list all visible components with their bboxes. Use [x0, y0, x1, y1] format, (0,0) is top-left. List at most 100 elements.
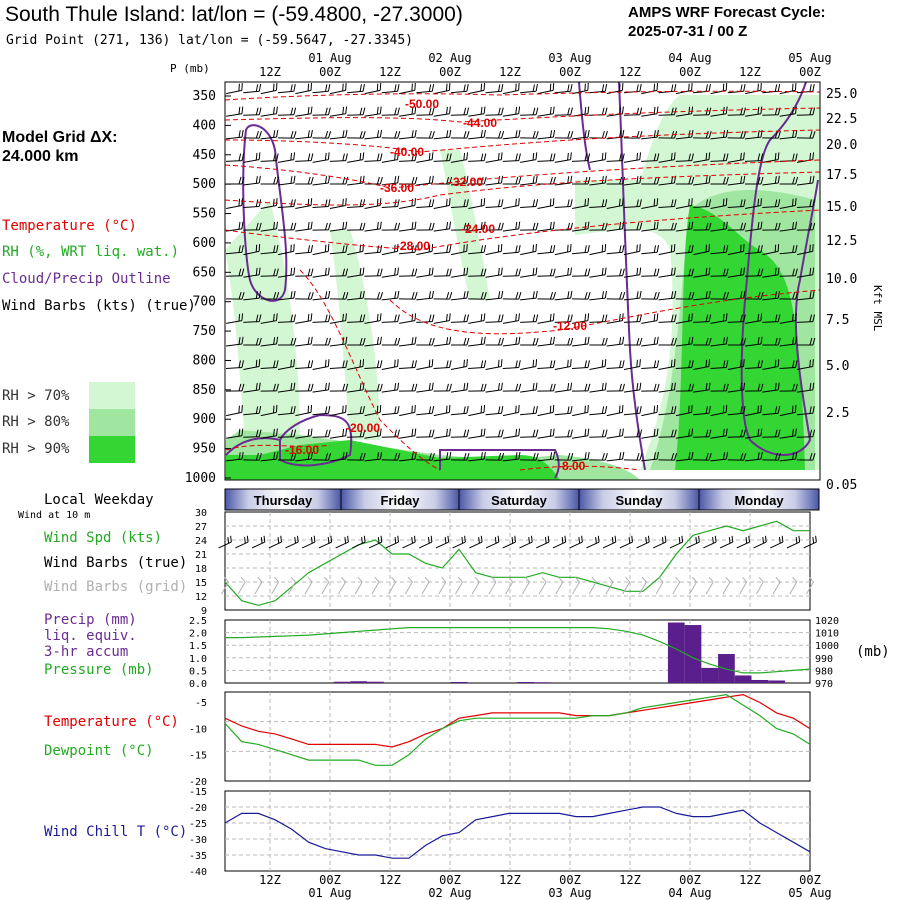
wind-barb [554, 130, 574, 139]
wind-barb [277, 222, 297, 231]
barb-flag [743, 429, 746, 437]
barb-staff [329, 113, 346, 117]
barb-flag [466, 84, 469, 92]
barb-flag [414, 336, 417, 345]
barb-flag [587, 336, 590, 345]
wind-barb [571, 360, 590, 370]
barb-flag [518, 83, 520, 91]
barb-flag [397, 382, 400, 390]
wind-barb [295, 153, 314, 162]
precip-ytick: 1.5 [189, 641, 207, 652]
barb-flag [777, 267, 780, 275]
barb-flag [552, 221, 555, 229]
barb-flag [414, 176, 418, 185]
barb-flag [535, 267, 538, 275]
barb-flag [792, 222, 795, 230]
barb-staff [271, 581, 280, 595]
barb-flag [466, 222, 470, 230]
hour-label-top: 12Z [619, 65, 641, 79]
surface-barb-grid [521, 576, 530, 595]
barb-flag [376, 153, 380, 161]
barb-staff [329, 435, 346, 439]
barb-flag [812, 152, 815, 160]
barb-flag [656, 176, 660, 185]
barb-staff [502, 160, 519, 162]
barb-flag [656, 313, 659, 321]
barb-flag [567, 383, 570, 391]
pressure-tick: 700 [193, 295, 216, 310]
precip-bar [350, 681, 368, 683]
barb-staff [226, 204, 242, 210]
wind-barb [520, 359, 538, 371]
wind-barb [606, 221, 625, 232]
barb-flag [695, 536, 698, 544]
wind-barb [641, 360, 660, 370]
wind-barb [693, 175, 711, 186]
barb-staff [364, 204, 381, 210]
barb-flag [380, 535, 383, 543]
barb-staff [502, 136, 519, 140]
barb-flag [705, 429, 709, 437]
barb-flag [345, 313, 347, 321]
barb-flag [812, 536, 815, 544]
barb-flag [480, 337, 483, 345]
barb-flag [567, 406, 570, 414]
wind-barb [520, 337, 539, 346]
barb-flag [743, 337, 747, 346]
barb-flag [673, 152, 676, 160]
wind-barb [225, 451, 244, 462]
temp-contour-label: -16.00 [285, 443, 319, 457]
wind-barb [485, 222, 504, 231]
pressure-unit-label: (mb) [856, 644, 890, 660]
barb-staff [554, 297, 571, 301]
barb-flag [673, 382, 676, 390]
barb-flag [394, 406, 397, 414]
barb-flag [570, 359, 572, 367]
temp-contour-label: -8.00 [558, 459, 586, 473]
barb-flag [792, 268, 795, 276]
barb-staff [488, 581, 497, 595]
wind-barb [762, 152, 780, 163]
barb-flag [359, 84, 362, 92]
barb-flag [653, 405, 656, 413]
barb-flag [344, 536, 347, 544]
legend-rh90: RH > 90% [2, 441, 70, 457]
barb-flag [414, 313, 417, 321]
barb-staff [398, 160, 416, 162]
barb-flag [376, 176, 380, 185]
hour-label-top: 12Z [739, 65, 761, 79]
barb-flag [740, 152, 742, 161]
surface-barb-grid [371, 576, 380, 595]
barb-flag [466, 406, 469, 414]
barb-staff [295, 89, 312, 95]
barb-flag [431, 222, 435, 230]
wind-barb [226, 106, 244, 117]
barb-staff [589, 389, 606, 393]
temp-contour-label: -28.00 [396, 239, 430, 253]
wind-barb [398, 245, 417, 255]
barb-flag [656, 245, 660, 253]
barb-flag [691, 153, 694, 161]
barb-flag [775, 576, 781, 583]
barb-flag [463, 176, 466, 184]
wind-barb [416, 452, 435, 461]
wind-barb [433, 383, 452, 392]
wind-ytick: 24 [195, 536, 207, 547]
wind-barb [502, 336, 521, 347]
barb-flag [463, 383, 466, 391]
hour-label-bottom: 00Z [679, 873, 701, 887]
surface-barb-true [803, 535, 817, 549]
barb-flag [604, 429, 608, 437]
barb-flag [515, 428, 518, 437]
wind-barb [226, 198, 243, 210]
wind-barb [675, 451, 694, 462]
wind-barb [745, 313, 763, 324]
barb-flag [255, 222, 259, 231]
wind-barb [485, 175, 504, 186]
barb-flag [441, 576, 447, 583]
barb-flag [712, 536, 714, 544]
barb-flag [808, 576, 814, 583]
precip-bar [534, 682, 551, 683]
barb-flag [424, 576, 430, 583]
barb-flag [708, 337, 712, 346]
